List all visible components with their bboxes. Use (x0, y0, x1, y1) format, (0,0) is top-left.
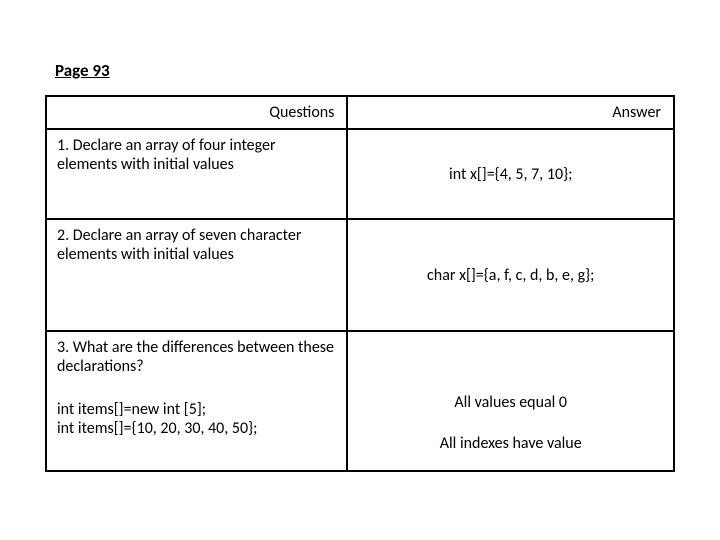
question-3-sub1: int items[]=new int [5]; (57, 400, 336, 419)
question-cell-3: 3. What are the differences between thes… (46, 331, 347, 471)
answer-cell-3: All values equal 0 All indexes have valu… (347, 331, 674, 471)
table-row: 2. Declare an array of seven character e… (46, 219, 674, 331)
table-row: 1. Declare an array of four integer elem… (46, 129, 674, 219)
question-cell-2: 2. Declare an array of seven character e… (46, 219, 347, 331)
answer-cell-2: char x[]={a, f, c, d, b, e, g}; (347, 219, 674, 331)
answer-3-line2: All indexes have value (358, 434, 663, 453)
answer-3-line1: All values equal 0 (358, 393, 663, 412)
page-title: Page 93 (55, 60, 675, 81)
table-header-row: Questions Answer (46, 96, 674, 129)
question-cell-1: 1. Declare an array of four integer elem… (46, 129, 347, 219)
table-row: 3. What are the differences between thes… (46, 331, 674, 471)
header-questions: Questions (46, 96, 347, 129)
question-3-sub2: int items[]={10, 20, 30, 40, 50}; (57, 419, 336, 438)
qa-table: Questions Answer 1. Declare an array of … (45, 95, 675, 472)
question-3-main: 3. What are the differences between thes… (57, 338, 336, 376)
header-answer: Answer (347, 96, 674, 129)
answer-cell-1: int x[]={4, 5, 7, 10}; (347, 129, 674, 219)
